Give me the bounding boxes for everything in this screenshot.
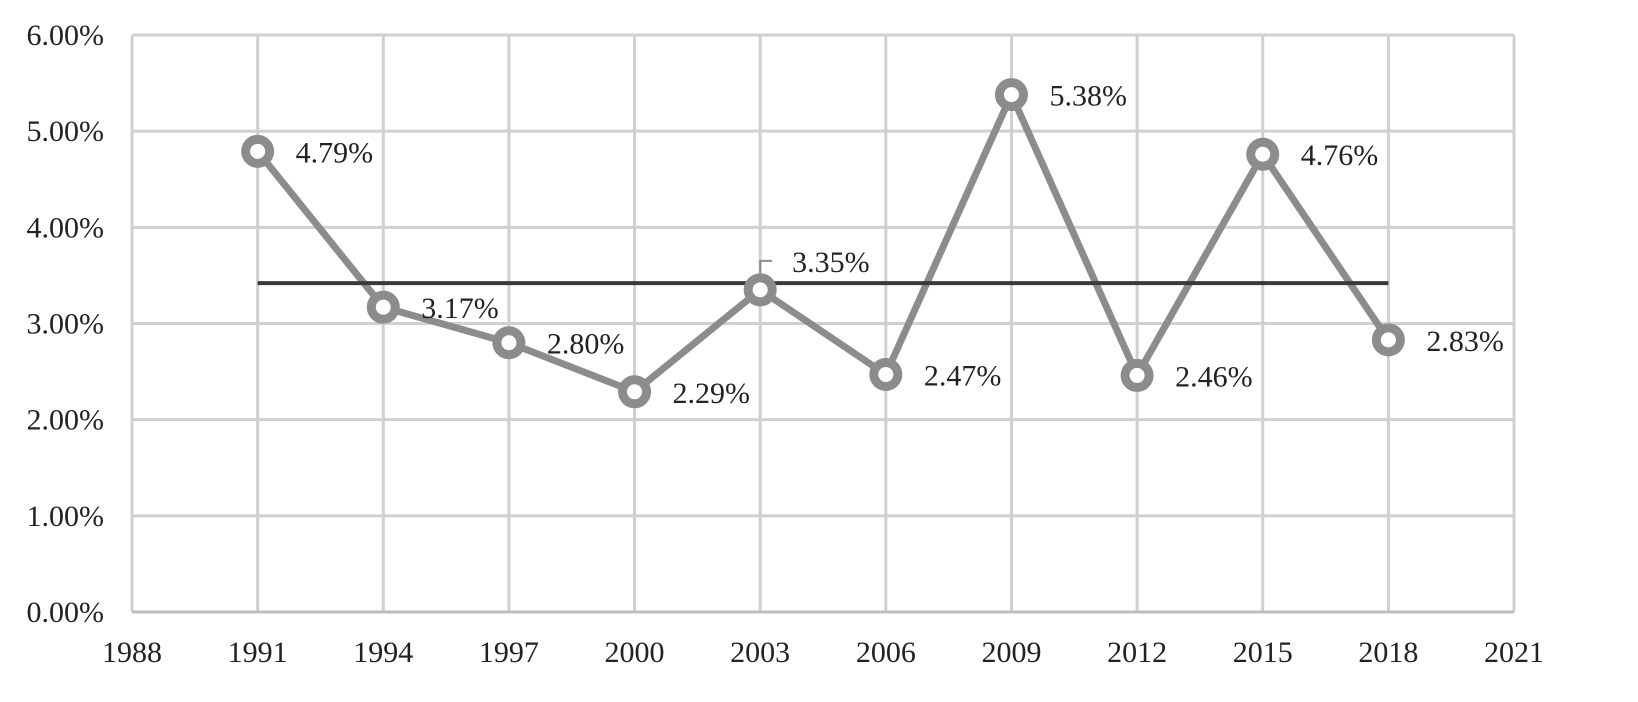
data-label: 3.17%	[421, 292, 499, 325]
data-labels: 4.79% 3.17% 2.80% 2.29% 3.35% 2.47% 5.38% 2.46%…	[296, 80, 1504, 410]
x-tick-label: 2009	[981, 636, 1041, 669]
x-tick-label: 1994	[353, 636, 413, 669]
y-tick-label: 0.00%	[27, 596, 105, 629]
data-label: 2.29%	[673, 377, 751, 410]
x-tick-label: 1997	[479, 636, 539, 669]
data-label: 2.46%	[1175, 360, 1253, 393]
data-label: 4.79%	[296, 136, 374, 169]
data-label: 2.80%	[547, 328, 625, 361]
y-tick-label: 4.00%	[27, 211, 105, 244]
x-tick-label: 2021	[1484, 636, 1544, 669]
data-label: 2.83%	[1426, 325, 1504, 358]
x-tick-label: 2012	[1107, 636, 1167, 669]
series-layer	[241, 78, 1405, 409]
data-label: 4.76%	[1301, 139, 1379, 172]
x-tick-label: 2003	[730, 636, 790, 669]
y-tick-label: 1.00%	[27, 500, 105, 533]
x-tick-label: 2018	[1358, 636, 1418, 669]
axes: 1988 1991 1994 1997 2000 2003 2006 2009 2012 2015…	[27, 19, 1545, 669]
x-tick-label: 1988	[102, 636, 162, 669]
data-point-marker	[1120, 358, 1154, 392]
data-label: 3.35%	[792, 246, 870, 279]
y-tick-label: 5.00%	[27, 115, 105, 148]
data-point-marker	[366, 290, 400, 324]
x-tick-label: 2006	[856, 636, 916, 669]
data-point-marker	[241, 134, 275, 168]
data-point-marker	[1371, 323, 1405, 357]
data-point-marker	[743, 273, 777, 307]
grid	[130, 33, 1516, 614]
data-point-marker	[869, 357, 903, 391]
y-tick-label: 3.00%	[27, 308, 105, 341]
data-point-marker	[618, 375, 652, 409]
data-point-marker	[492, 326, 526, 360]
y-tick-label: 2.00%	[27, 404, 105, 437]
label-leader-line	[759, 259, 773, 276]
x-tick-label: 2015	[1233, 636, 1293, 669]
data-label: 2.47%	[924, 359, 1002, 392]
x-tick-label: 1991	[228, 636, 288, 669]
y-tick-label: 6.00%	[27, 19, 105, 52]
x-tick-label: 2000	[605, 636, 665, 669]
data-label: 5.38%	[1049, 80, 1127, 113]
data-point-marker	[994, 78, 1028, 112]
data-point-marker	[1246, 137, 1280, 171]
series-line	[254, 91, 1392, 396]
